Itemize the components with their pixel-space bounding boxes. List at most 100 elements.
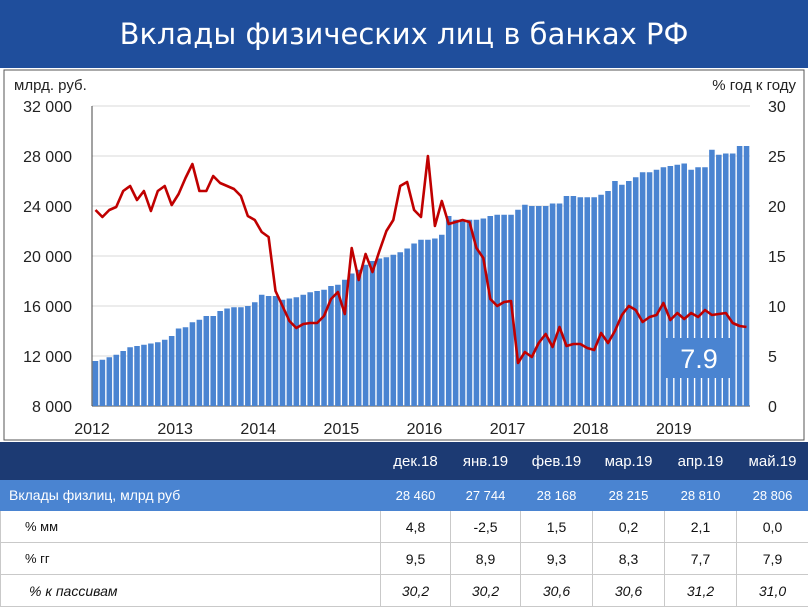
table-cell: 28 168	[521, 480, 593, 511]
table-row: % к пассивам 30,2 30,2 30,6 30,6 31,2 31…	[1, 575, 808, 607]
bar	[370, 261, 376, 406]
table-row: % гг 9,5 8,9 9,3 8,3 7,7 7,9	[1, 543, 808, 575]
bar	[377, 259, 383, 407]
bar	[273, 296, 279, 406]
bar	[494, 215, 500, 406]
table-header-cell	[1, 443, 381, 480]
table-cell: 7,9	[737, 543, 808, 575]
right-tick-label: 15	[768, 249, 786, 266]
bar	[100, 360, 106, 406]
bar	[356, 270, 362, 406]
table-cell: 30,2	[451, 575, 521, 607]
table-cell: 9,5	[381, 543, 451, 575]
bar	[231, 307, 237, 406]
bar	[300, 295, 306, 406]
bar	[522, 205, 528, 406]
bar	[578, 197, 584, 406]
table-cell: 8,3	[593, 543, 665, 575]
right-tick-label: 5	[768, 349, 777, 366]
bar	[363, 265, 369, 406]
bar	[487, 216, 493, 406]
bar	[245, 306, 251, 406]
table-cell: 1,5	[521, 511, 593, 543]
x-tick-label: 2018	[573, 421, 609, 438]
x-tick-label: 2016	[407, 421, 443, 438]
table-cell: 28 460	[381, 480, 451, 511]
bar	[183, 327, 189, 406]
table-cell: 0,0	[737, 511, 808, 543]
x-tick-label: 2017	[490, 421, 526, 438]
bar	[384, 257, 390, 406]
table-cell: 28 215	[593, 480, 665, 511]
bar	[204, 316, 210, 406]
bar	[280, 300, 286, 406]
bar	[411, 244, 417, 407]
bar	[335, 285, 341, 406]
right-tick-label: 10	[768, 299, 786, 316]
bar	[557, 204, 563, 407]
left-tick-label: 24 000	[23, 199, 72, 216]
bar	[127, 347, 133, 406]
bar	[349, 274, 355, 407]
bar	[266, 296, 272, 406]
bar	[744, 146, 750, 406]
table-header-row: дек.18 янв.19 фев.19 мар.19 апр.19 май.1…	[1, 443, 808, 480]
table-cell: 9,3	[521, 543, 593, 575]
bar	[190, 322, 196, 406]
table-header-cell: май.19	[737, 443, 808, 480]
left-tick-label: 16 000	[23, 299, 72, 316]
table-cell: 27 744	[451, 480, 521, 511]
bar	[294, 297, 300, 406]
x-tick-label: 2013	[157, 421, 193, 438]
bar	[314, 291, 320, 406]
right-tick-label: 20	[768, 199, 786, 216]
bar	[453, 220, 459, 406]
table-cell: 31,0	[737, 575, 808, 607]
bar	[591, 197, 597, 406]
row-label: % гг	[1, 543, 381, 575]
bar	[550, 204, 556, 407]
bar	[259, 295, 265, 406]
bar	[543, 206, 549, 406]
bar	[612, 181, 618, 406]
bar	[515, 210, 521, 406]
bar	[238, 307, 244, 406]
bar	[467, 220, 473, 406]
row-label: Вклады физлиц, млрд руб	[1, 480, 381, 511]
left-tick-label: 32 000	[23, 99, 72, 116]
bar	[439, 235, 445, 406]
bar	[391, 255, 397, 406]
bar	[529, 206, 535, 406]
table-header-cell: фев.19	[521, 443, 593, 480]
bar	[626, 181, 632, 406]
bar	[571, 196, 577, 406]
bar	[425, 240, 431, 406]
bar	[134, 346, 140, 406]
bar	[584, 197, 590, 406]
bar	[148, 344, 154, 407]
x-tick-label: 2012	[74, 421, 110, 438]
bar	[418, 240, 424, 406]
left-tick-label: 20 000	[23, 249, 72, 266]
title-bar: Вклады физических лиц в банках РФ	[0, 0, 808, 68]
bar	[619, 185, 625, 406]
left-tick-label: 8 000	[32, 399, 72, 416]
table-header-cell: апр.19	[665, 443, 737, 480]
bar	[737, 146, 743, 406]
bar	[446, 216, 452, 406]
left-tick-label: 12 000	[23, 349, 72, 366]
x-tick-label: 2014	[240, 421, 276, 438]
page-title: Вклады физических лиц в банках РФ	[0, 0, 808, 68]
bar	[536, 206, 542, 406]
bar	[432, 239, 438, 407]
bar	[120, 351, 126, 406]
x-tick-label: 2019	[656, 421, 692, 438]
bar	[93, 361, 99, 406]
row-label: % мм	[1, 511, 381, 543]
bar	[501, 215, 507, 406]
bar	[176, 329, 182, 407]
bar	[307, 292, 313, 406]
table-cell: 7,7	[665, 543, 737, 575]
